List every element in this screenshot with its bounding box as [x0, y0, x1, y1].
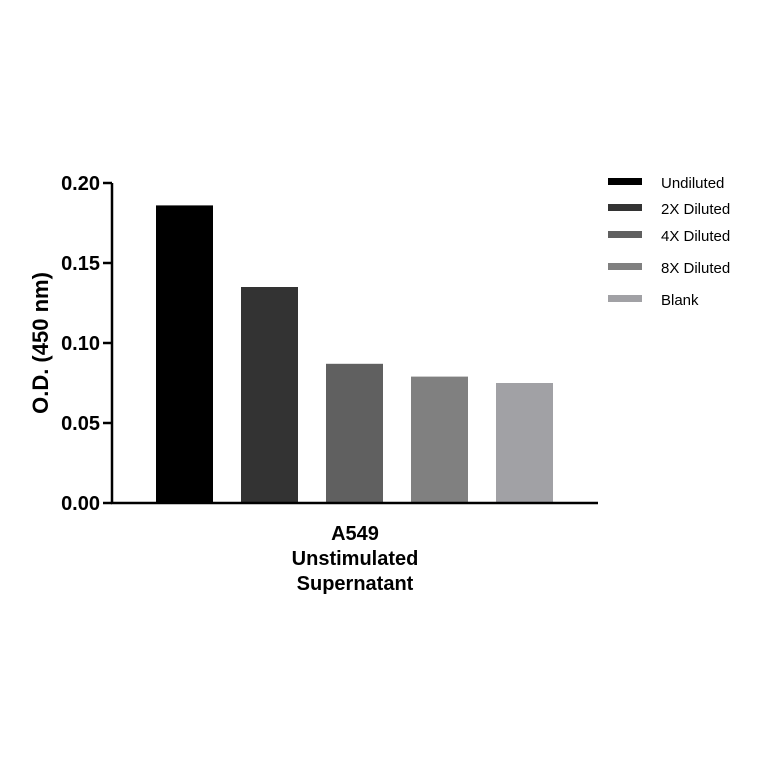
legend-swatch [608, 178, 642, 185]
legend-swatch [608, 231, 642, 238]
bar-undiluted [156, 205, 213, 503]
x-category-label-line: A549 [331, 523, 379, 545]
y-axis-title: O.D. (450 nm) [28, 272, 53, 414]
y-tick-label: 0.10 [61, 333, 100, 355]
y-tick-label: 0.05 [61, 413, 100, 435]
y-ticks-group: 0.00 0.05 0.10 0.15 0.20 [61, 173, 112, 515]
bar-8x-diluted [411, 376, 468, 503]
y-tick-label: 0.00 [61, 493, 100, 515]
legend-label: Blank [661, 292, 699, 309]
legend-label: 2X Diluted [661, 201, 730, 218]
x-category-label-line: Supernatant [297, 573, 414, 595]
legend-label: 8X Diluted [661, 260, 730, 277]
legend-swatch [608, 204, 642, 211]
y-tick-label: 0.20 [61, 173, 100, 195]
legend-swatch [608, 295, 642, 302]
bar-2x-diluted [241, 287, 298, 503]
x-category-label-line: Unstimulated [292, 548, 419, 570]
legend-swatch [608, 263, 642, 270]
bar-blank [496, 383, 553, 503]
legend-label: 4X Diluted [661, 228, 730, 245]
legend: Undiluted 2X Diluted 4X Diluted 8X Diluted B… [608, 175, 730, 309]
y-tick-label: 0.15 [61, 253, 100, 275]
x-category-label: A549 Unstimulated Supernatant [292, 523, 419, 595]
bars-group [156, 205, 553, 503]
bar-4x-diluted [326, 363, 383, 503]
legend-label: Undiluted [661, 175, 724, 192]
